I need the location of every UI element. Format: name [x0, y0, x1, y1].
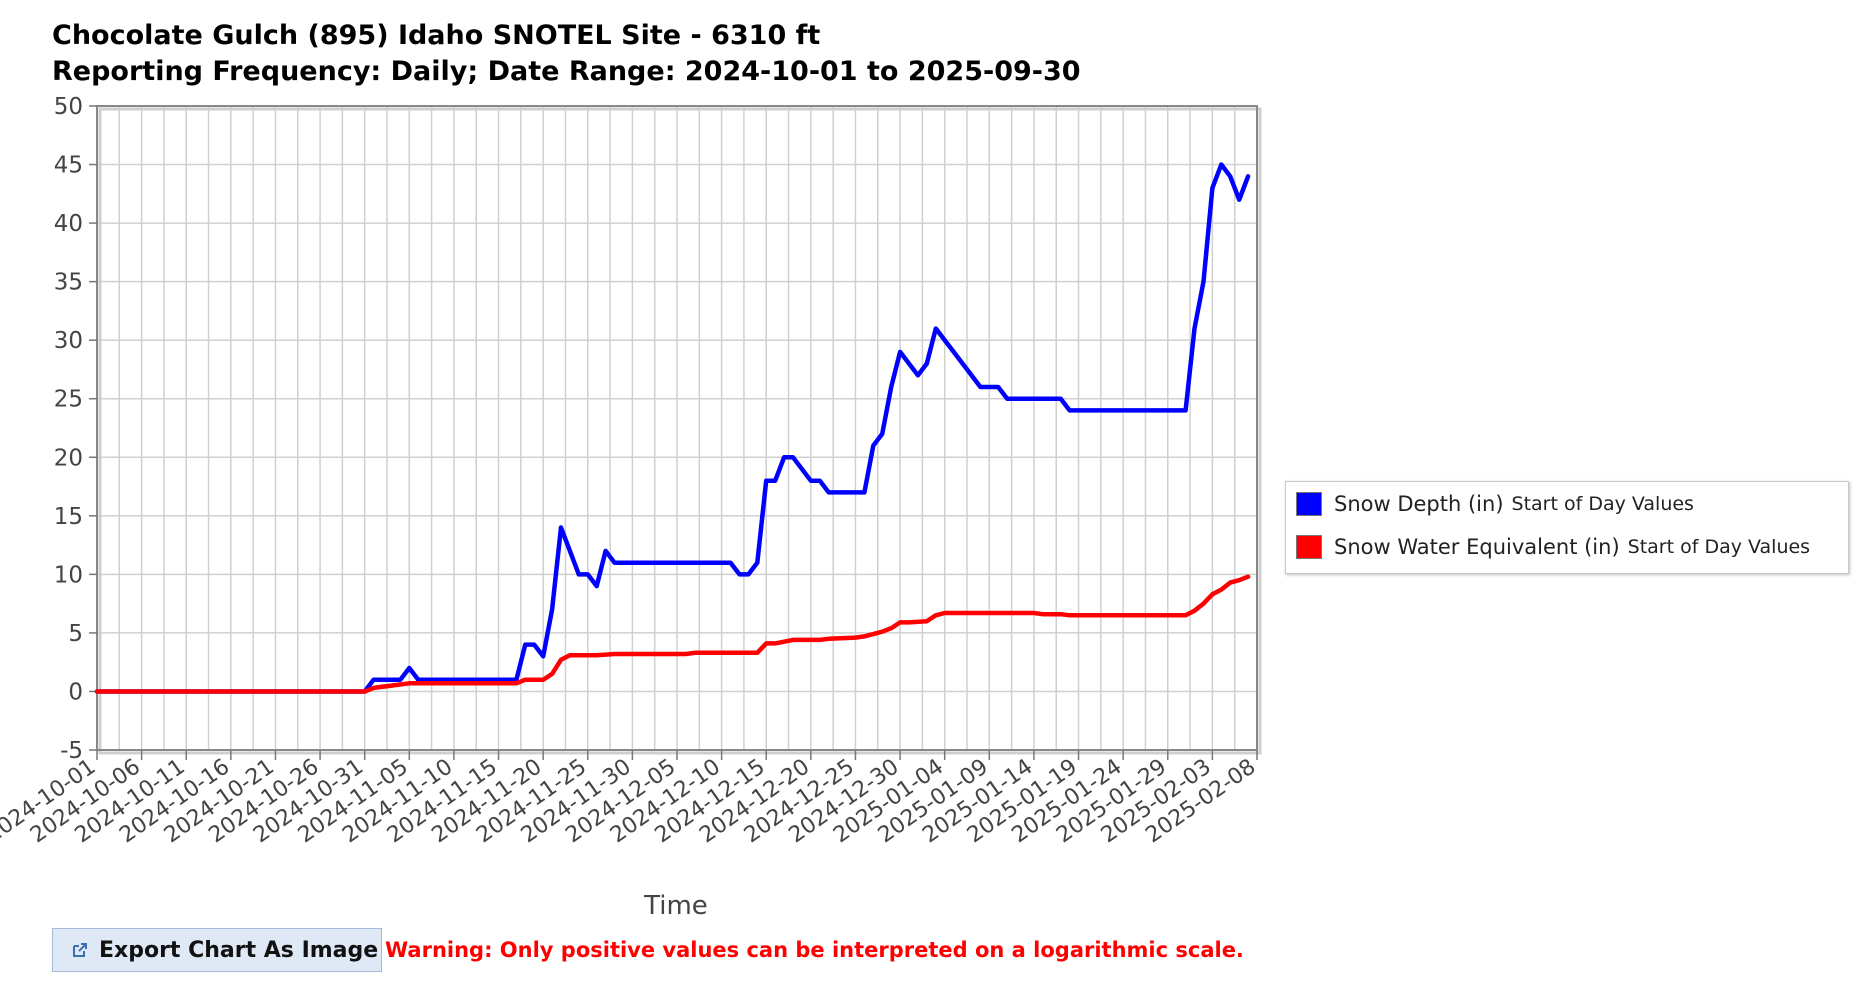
export-chart-button[interactable]: Export Chart As Image [52, 928, 382, 972]
export-button-label: Export Chart As Image [99, 937, 379, 963]
series-line-snow-depth [94, 162, 1251, 694]
log-scale-warning: Warning: Only positive values can be int… [385, 938, 1244, 962]
y-tick-label: 0 [68, 679, 83, 705]
legend-label: Snow Depth (in) [1334, 492, 1504, 516]
y-tick-label: 5 [68, 621, 83, 647]
x-axis-ticks: 2024-10-012024-10-062024-10-112024-10-16… [0, 750, 1260, 848]
legend-sublabel: Start of Day Values [1511, 493, 1694, 515]
legend: Snow Depth (in) Start of Day Values Snow… [1285, 481, 1849, 574]
y-tick-label: 50 [54, 94, 83, 120]
y-tick-label: 20 [54, 445, 83, 471]
chart-subtitle: Reporting Frequency: Daily; Date Range: … [52, 56, 1081, 87]
y-tick-label: 10 [54, 562, 83, 588]
y-tick-label: 45 [54, 153, 83, 179]
series-line-swe [94, 574, 1251, 694]
legend-item-snow-depth[interactable]: Snow Depth (in) Start of Day Values [1296, 492, 1694, 516]
external-link-icon [73, 943, 87, 957]
y-tick-label: 25 [54, 387, 83, 413]
legend-sublabel: Start of Day Values [1627, 536, 1811, 558]
y-axis-ticks: -5 0 5 10 15 20 25 30 35 40 45 50 [54, 94, 97, 764]
x-axis-title: Time [643, 891, 708, 921]
legend-item-snow-water-equivalent[interactable]: Snow Water Equivalent (in) Start of Day … [1296, 535, 1810, 559]
y-tick-label: 35 [54, 270, 83, 296]
legend-swatch-swe [1296, 535, 1322, 559]
y-tick-label: 40 [54, 211, 83, 237]
legend-swatch-snow-depth [1296, 492, 1322, 516]
series-lines [94, 162, 1251, 694]
chart-title: Chocolate Gulch (895) Idaho SNOTEL Site … [52, 20, 821, 51]
legend-label: Snow Water Equivalent (in) [1334, 535, 1620, 559]
y-tick-label: 15 [54, 504, 83, 530]
chart-svg: -5 0 5 10 15 20 25 30 35 40 45 50 2024-10-012024-10… [0, 94, 1262, 921]
plot-frame-shadow [98, 107, 1262, 755]
y-tick-label: -5 [60, 738, 83, 764]
y-tick-label: 30 [54, 328, 83, 354]
